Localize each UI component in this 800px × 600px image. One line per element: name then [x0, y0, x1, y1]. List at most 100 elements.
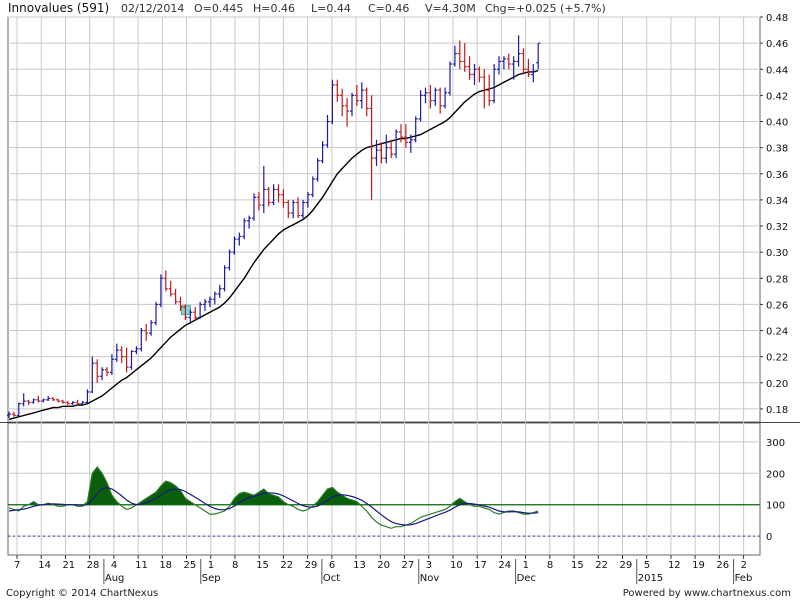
ohlc-bar [340, 88, 345, 117]
ohlc-bar [423, 87, 428, 104]
x-tick-label: 7 [14, 560, 20, 571]
ohlc-bar [501, 56, 506, 70]
ohlc-bar [403, 124, 408, 148]
ohlc-bar [232, 236, 237, 255]
ohlc-bar [163, 270, 168, 292]
indicator-main-line [8, 466, 539, 529]
ohlc-bar [433, 87, 438, 106]
ohlc-bar [46, 395, 51, 402]
x-tick-label: 1 [208, 560, 214, 571]
ohlc-bar [497, 56, 501, 75]
ohlc-bar [212, 291, 217, 305]
volume-readout: V=4.30M [425, 2, 476, 15]
x-tick-label: 26 [716, 560, 729, 571]
ohlc-bar [511, 56, 516, 80]
ohlc-bar [335, 79, 340, 102]
price-y-tick-label: 0.48 [766, 13, 788, 24]
price-y-tick-label: 0.36 [766, 170, 788, 181]
ohlc-bar [129, 350, 134, 370]
x-tick-label: 28 [87, 560, 100, 571]
ohlc-bar [178, 296, 183, 311]
x-tick-label: 29 [620, 560, 633, 571]
x-tick-label: 12 [668, 560, 681, 571]
ohlc-bar [482, 69, 487, 109]
price-y-tick-label: 0.18 [766, 405, 788, 416]
ohlc-bar [379, 142, 384, 164]
ohlc-bar [41, 398, 46, 403]
price-y-tick-label: 0.26 [766, 300, 788, 311]
ohlc-bar [158, 274, 163, 308]
symbol-title: Innovalues (591) [8, 1, 110, 15]
ohlc-bar [95, 359, 100, 383]
x-tick-label: 18 [159, 560, 172, 571]
x-tick-label: 29 [305, 560, 318, 571]
ohlc-bar [374, 139, 379, 166]
x-tick-label: 2 [741, 560, 747, 571]
ohlc-bar [291, 199, 296, 219]
ohlc-bar [242, 218, 247, 240]
ohlc-bar [252, 193, 256, 221]
ohlc-bar [526, 58, 531, 78]
x-tick-label: 1 [523, 560, 529, 571]
x-tick-label: 11 [135, 560, 148, 571]
ohlc-bar [394, 129, 399, 159]
ohlc-bar [350, 92, 354, 117]
price-y-tick-label: 0.34 [766, 196, 788, 207]
ohlc-bar [492, 64, 497, 104]
ohlc-bar [80, 401, 85, 406]
price-y-tick-label: 0.22 [766, 353, 788, 364]
ohlc-bar [193, 307, 198, 321]
powered-by-link[interactable]: Powered by www.chartnexus.com [622, 588, 791, 599]
month-label: Oct [323, 573, 340, 584]
ohlc-bar [7, 411, 11, 419]
ohlc-bar [531, 64, 536, 83]
ohlc-bar [384, 134, 389, 164]
ohlc-bar [11, 411, 16, 417]
ohlc-bar [472, 64, 477, 85]
ohlc-bar [477, 66, 482, 83]
date-readout: 02/12/2014 [121, 2, 185, 15]
x-tick-label: 20 [377, 560, 390, 571]
ohlc-bar [408, 134, 413, 153]
change-readout: Chg=+0.025 (+5.7%) [485, 2, 606, 15]
high-readout: H=0.46 [253, 2, 295, 15]
open-readout: O=0.445 [194, 2, 244, 15]
ohlc-bar [183, 304, 188, 321]
ohlc-bar [389, 139, 394, 159]
ohlc-bar [75, 399, 80, 405]
ohlc-bar [109, 354, 114, 375]
ohlc-bar [124, 347, 129, 373]
ohlc-bar [168, 280, 173, 297]
ohlc-bar [462, 43, 467, 72]
ohlc-bar [315, 158, 320, 182]
ohlc-bar [261, 165, 266, 213]
x-tick-label: 10 [450, 560, 463, 571]
ohlc-bar [237, 232, 242, 246]
ohlc-bar [188, 309, 193, 325]
ohlc-bar [301, 199, 305, 219]
ohlc-bar [296, 197, 301, 219]
price-panel-frame [7, 16, 761, 423]
ohlc-bar [399, 124, 403, 143]
ohlc-bar [60, 399, 65, 404]
ohlc-bar [70, 401, 75, 406]
x-tick-label: 22 [280, 560, 293, 571]
ohlc-bar [31, 398, 36, 404]
x-tick-label: 13 [353, 560, 366, 571]
price-y-tick-label: 0.30 [766, 248, 788, 259]
ohlc-bar [51, 397, 56, 402]
ohlc-bar [21, 393, 26, 407]
ohlc-bar [286, 199, 291, 219]
ohlc-bar [256, 192, 261, 211]
price-y-tick-label: 0.32 [766, 222, 788, 233]
ohlc-bar [139, 327, 144, 352]
ohlc-bar [90, 356, 95, 394]
ohlc-bar [516, 35, 521, 67]
ohlc-bar [452, 45, 457, 67]
x-tick-label: 22 [595, 560, 608, 571]
price-y-tick-label: 0.44 [766, 65, 788, 76]
price-y-tick-label: 0.38 [766, 144, 788, 155]
ohlc-bar [438, 87, 443, 114]
ohlc-bar [281, 189, 286, 208]
ohlc-bar [173, 288, 178, 305]
